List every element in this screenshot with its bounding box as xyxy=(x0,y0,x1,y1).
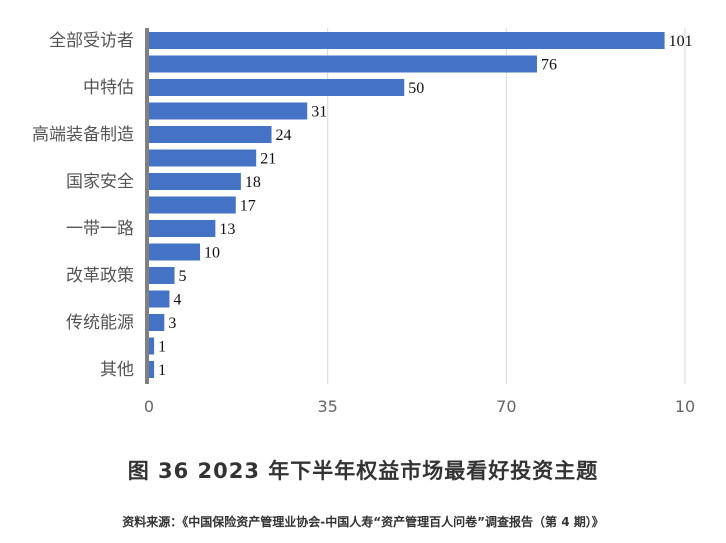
bar-value-label: 31 xyxy=(311,104,327,121)
bar xyxy=(149,220,216,237)
bar-value-label: 24 xyxy=(276,127,292,144)
category-label: 中特估 xyxy=(83,78,134,98)
bar-value-label: 76 xyxy=(541,57,557,74)
bar xyxy=(149,32,665,49)
category-label: 传统能源 xyxy=(66,313,134,333)
x-tick-label: 10 xyxy=(675,397,695,416)
category-label: 其他 xyxy=(100,360,134,380)
bar xyxy=(149,55,537,73)
bar xyxy=(149,149,257,167)
bar-value-label: 4 xyxy=(173,292,181,309)
bar xyxy=(149,290,170,308)
bar-value-label: 17 xyxy=(240,198,256,215)
bar xyxy=(149,126,272,143)
bar-value-label: 101 xyxy=(669,33,693,50)
figure-caption: 图 36 2023 年下半年权益市场最看好投资主题 xyxy=(127,459,599,483)
bar xyxy=(149,314,165,331)
bar-value-label: 1 xyxy=(158,362,166,379)
category-label: 全部受访者 xyxy=(49,31,134,51)
bar xyxy=(149,243,201,261)
bar-value-label: 1 xyxy=(158,339,166,356)
x-tick-label: 70 xyxy=(496,397,516,416)
bar xyxy=(149,79,405,96)
bars xyxy=(149,32,665,378)
bar xyxy=(149,102,308,120)
bar-value-label: 10 xyxy=(204,245,220,262)
bar xyxy=(149,267,175,284)
bar-value-label: 18 xyxy=(245,174,261,191)
x-tick-label: 35 xyxy=(317,397,337,416)
x-tick-label: 0 xyxy=(144,397,154,416)
bar-value-label: 21 xyxy=(260,151,276,168)
category-label: 国家安全 xyxy=(66,172,134,192)
bar xyxy=(149,196,236,214)
category-label: 改革政策 xyxy=(66,266,134,286)
category-label: 高端装备制造 xyxy=(32,125,134,145)
bar xyxy=(149,173,241,190)
bar xyxy=(149,337,155,355)
bar-value-label: 13 xyxy=(219,221,235,238)
y-axis-line xyxy=(145,28,149,384)
bar xyxy=(149,361,155,378)
source-note: 资料来源：《中国保险资产管理业协会-中国人寿“资产管理百人问卷”调查报告（第 4… xyxy=(122,515,604,529)
bar-value-label: 50 xyxy=(408,80,424,97)
x-axis-ticks: 0 35 70 10 xyxy=(144,397,695,416)
bar-value-label: 3 xyxy=(168,315,176,332)
bar-value-label: 5 xyxy=(179,268,187,285)
category-label: 一带一路 xyxy=(66,219,134,239)
